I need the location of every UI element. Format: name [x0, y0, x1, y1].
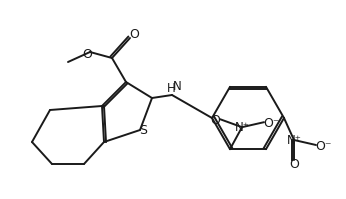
Text: N⁺: N⁺ [286, 134, 301, 146]
Text: N⁺: N⁺ [235, 121, 249, 134]
Text: O: O [129, 28, 139, 42]
Text: S: S [139, 125, 147, 138]
Text: O⁻: O⁻ [315, 139, 331, 152]
Text: O: O [82, 48, 92, 60]
Text: H: H [167, 83, 175, 96]
Text: O: O [289, 158, 299, 172]
Text: O⁻: O⁻ [263, 117, 279, 130]
Text: O: O [210, 114, 220, 127]
Text: N: N [173, 81, 181, 94]
